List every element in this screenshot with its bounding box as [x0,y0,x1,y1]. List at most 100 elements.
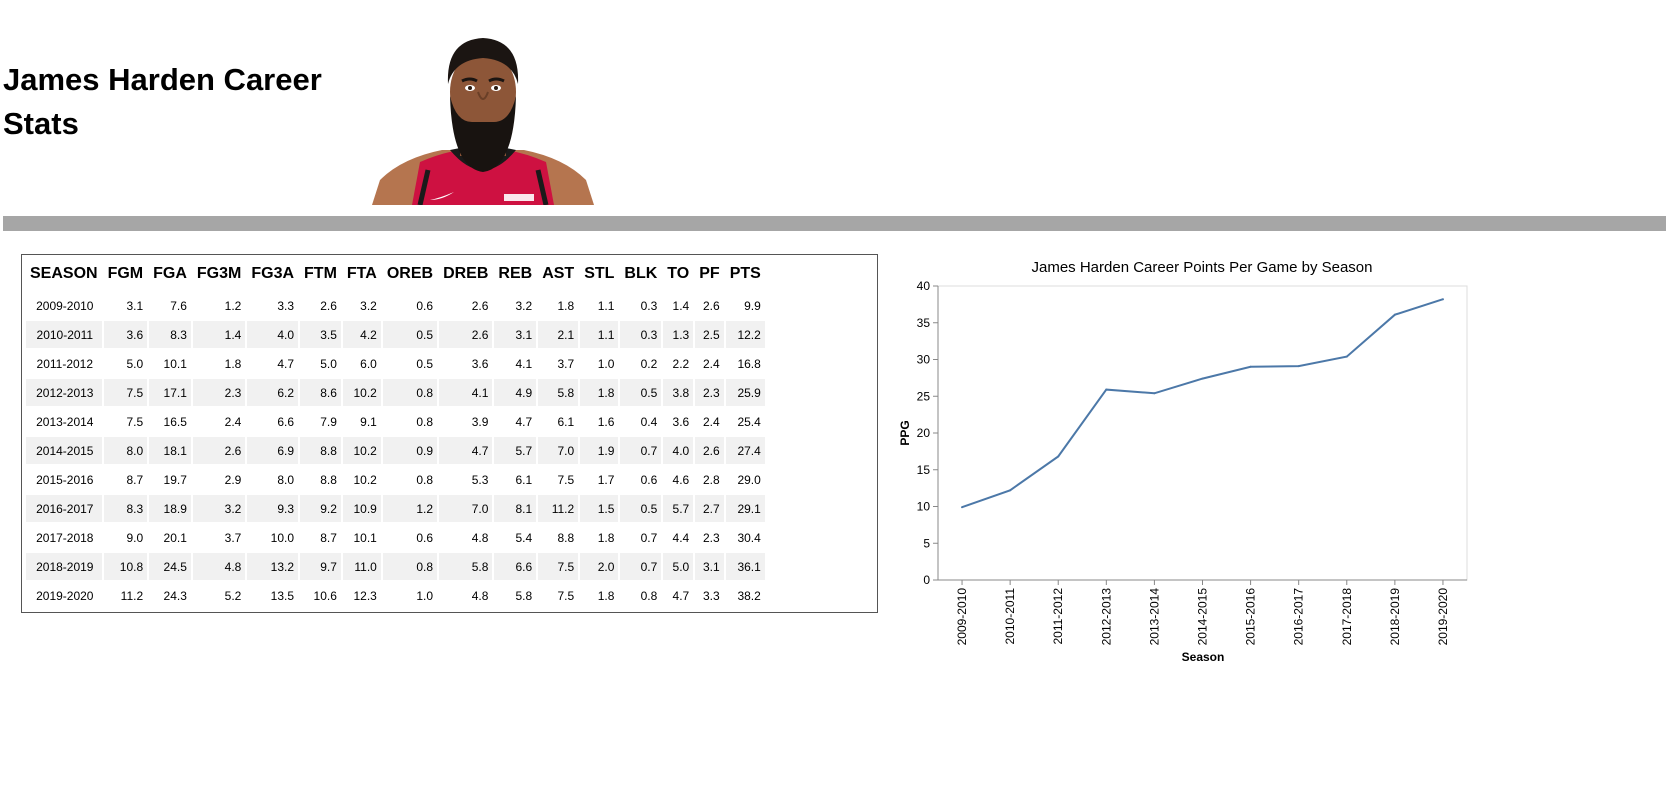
cell-to: 4.4 [663,524,694,553]
cell-ast: 7.0 [538,437,579,466]
cell-fg3a: 13.5 [247,582,299,611]
x-tick-label: 2018-2019 [1388,588,1402,646]
cell-ftm: 2.6 [300,292,341,321]
cell-season: 2012-2013 [26,379,102,408]
x-axis-label: Season [1182,650,1225,664]
y-tick-label: 0 [923,573,930,587]
cell-fgm: 7.5 [103,408,148,437]
x-tick-label: 2013-2014 [1147,588,1161,646]
cell-stl: 1.5 [580,495,619,524]
ppg-line-chart: James Harden Career Points Per Game by S… [890,248,1490,683]
cell-fta: 9.1 [342,408,381,437]
section-divider [3,216,1666,231]
cell-fga: 24.5 [149,553,191,582]
cell-stl: 1.9 [580,437,619,466]
cell-season: 2010-2011 [26,321,102,350]
cell-dreb: 2.6 [439,292,493,321]
cell-fg3a: 8.0 [247,466,299,495]
cell-reb: 8.1 [494,495,537,524]
cell-fg3m: 4.8 [192,553,246,582]
cell-reb: 4.9 [494,379,537,408]
cell-season: 2013-2014 [26,408,102,437]
career-stats-table: SEASON FGM FGA FG3M FG3A FTM FTA OREB DREB REB AST… [21,254,878,613]
cell-ast: 7.5 [538,466,579,495]
cell-blk: 0.6 [620,466,662,495]
column-header-pts: PTS [729,265,761,282]
ppg-data-point [1201,377,1204,380]
cell-ast: 6.1 [538,408,579,437]
cell-pf: 3.3 [695,582,724,611]
cell-fg3m: 3.2 [192,495,246,524]
x-tick-label: 2019-2020 [1436,588,1450,646]
cell-fgm: 8.3 [103,495,148,524]
column-header-reb: REB [498,265,533,282]
ppg-data-point [1442,298,1444,301]
cell-fgm: 3.6 [103,321,148,350]
table-row: 2011-2012 5.0 10.1 1.8 4.7 5.0 6.0 0.5 3.6 4.1 3.7… [26,350,765,379]
cell-ast: 3.7 [538,350,579,379]
cell-fgm: 5.0 [103,350,148,379]
cell-to: 4.6 [663,466,694,495]
cell-stl: 1.8 [580,524,619,553]
cell-stl: 1.1 [580,321,619,350]
column-header-ftm: FTM [304,265,337,282]
y-tick-label: 20 [917,426,931,440]
cell-blk: 0.4 [620,408,662,437]
column-header-season: SEASON [30,265,98,282]
column-header-fta: FTA [346,265,377,282]
ppg-data-point [1057,455,1060,458]
column-header-stl: STL [584,265,615,282]
page-title: James Harden Career Stats [3,62,322,141]
cell-season: 2011-2012 [26,350,102,379]
y-tick-label: 35 [917,316,931,330]
chart-title: James Harden Career Points Per Game by S… [1032,259,1373,276]
cell-fga: 20.1 [149,524,191,553]
table-row: 2010-2011 3.6 8.3 1.4 4.0 3.5 4.2 0.5 2.6 3.1 2.1 1… [26,321,765,350]
cell-pf: 2.3 [695,524,724,553]
x-tick-label: 2012-2013 [1099,588,1113,646]
cell-season: 2009-2010 [26,292,102,321]
cell-fg3m: 1.8 [192,350,246,379]
cell-stl: 2.0 [580,553,619,582]
cell-oreb: 0.5 [382,350,438,379]
cell-pf: 2.8 [695,466,724,495]
y-tick-label: 10 [917,500,931,514]
cell-pts: 25.4 [725,408,765,437]
cell-oreb: 1.0 [382,582,438,611]
cell-ftm: 9.2 [300,495,341,524]
cell-pts: 25.9 [725,379,765,408]
cell-dreb: 5.8 [439,553,493,582]
cell-pts: 29.1 [725,495,765,524]
cell-fga: 7.6 [149,292,191,321]
cell-fga: 16.5 [149,408,191,437]
cell-dreb: 3.9 [439,408,493,437]
y-tick-label: 15 [917,463,931,477]
cell-fga: 17.1 [149,379,191,408]
cell-fg3m: 1.2 [192,292,246,321]
cell-fg3m: 2.4 [192,408,246,437]
table-row: 2015-2016 8.7 19.7 2.9 8.0 8.8 10.2 0.8 5.3 6.1 7.… [26,466,765,495]
x-axis: 2009-2010 2010-2011 2011-2012 2012-2013 2013… [938,579,1467,646]
cell-to: 5.0 [663,553,694,582]
table-body: 2009-2010 3.1 7.6 1.2 3.3 2.6 3.2 0.6 2.6 3.2 1.8 1… [26,292,765,611]
cell-dreb: 7.0 [439,495,493,524]
cell-blk: 0.2 [620,350,662,379]
table-row: 2018-2019 10.8 24.5 4.8 13.2 9.7 11.0 0.8 5.8 6.6… [26,553,765,582]
cell-ftm: 10.6 [300,582,341,611]
cell-ftm: 5.0 [300,350,341,379]
cell-pts: 36.1 [725,553,765,582]
cell-blk: 0.7 [620,553,662,582]
cell-fg3a: 4.0 [247,321,299,350]
cell-oreb: 0.6 [382,292,438,321]
cell-ast: 2.1 [538,321,579,350]
cell-pts: 29.0 [725,466,765,495]
cell-fta: 10.2 [342,466,381,495]
ppg-data-point [1345,355,1348,358]
cell-ast: 7.5 [538,553,579,582]
cell-to: 4.0 [663,437,694,466]
cell-dreb: 2.6 [439,321,493,350]
cell-pts: 12.2 [725,321,765,350]
cell-pts: 16.8 [725,350,765,379]
column-header-blk: BLK [624,265,658,282]
cell-fga: 18.9 [149,495,191,524]
